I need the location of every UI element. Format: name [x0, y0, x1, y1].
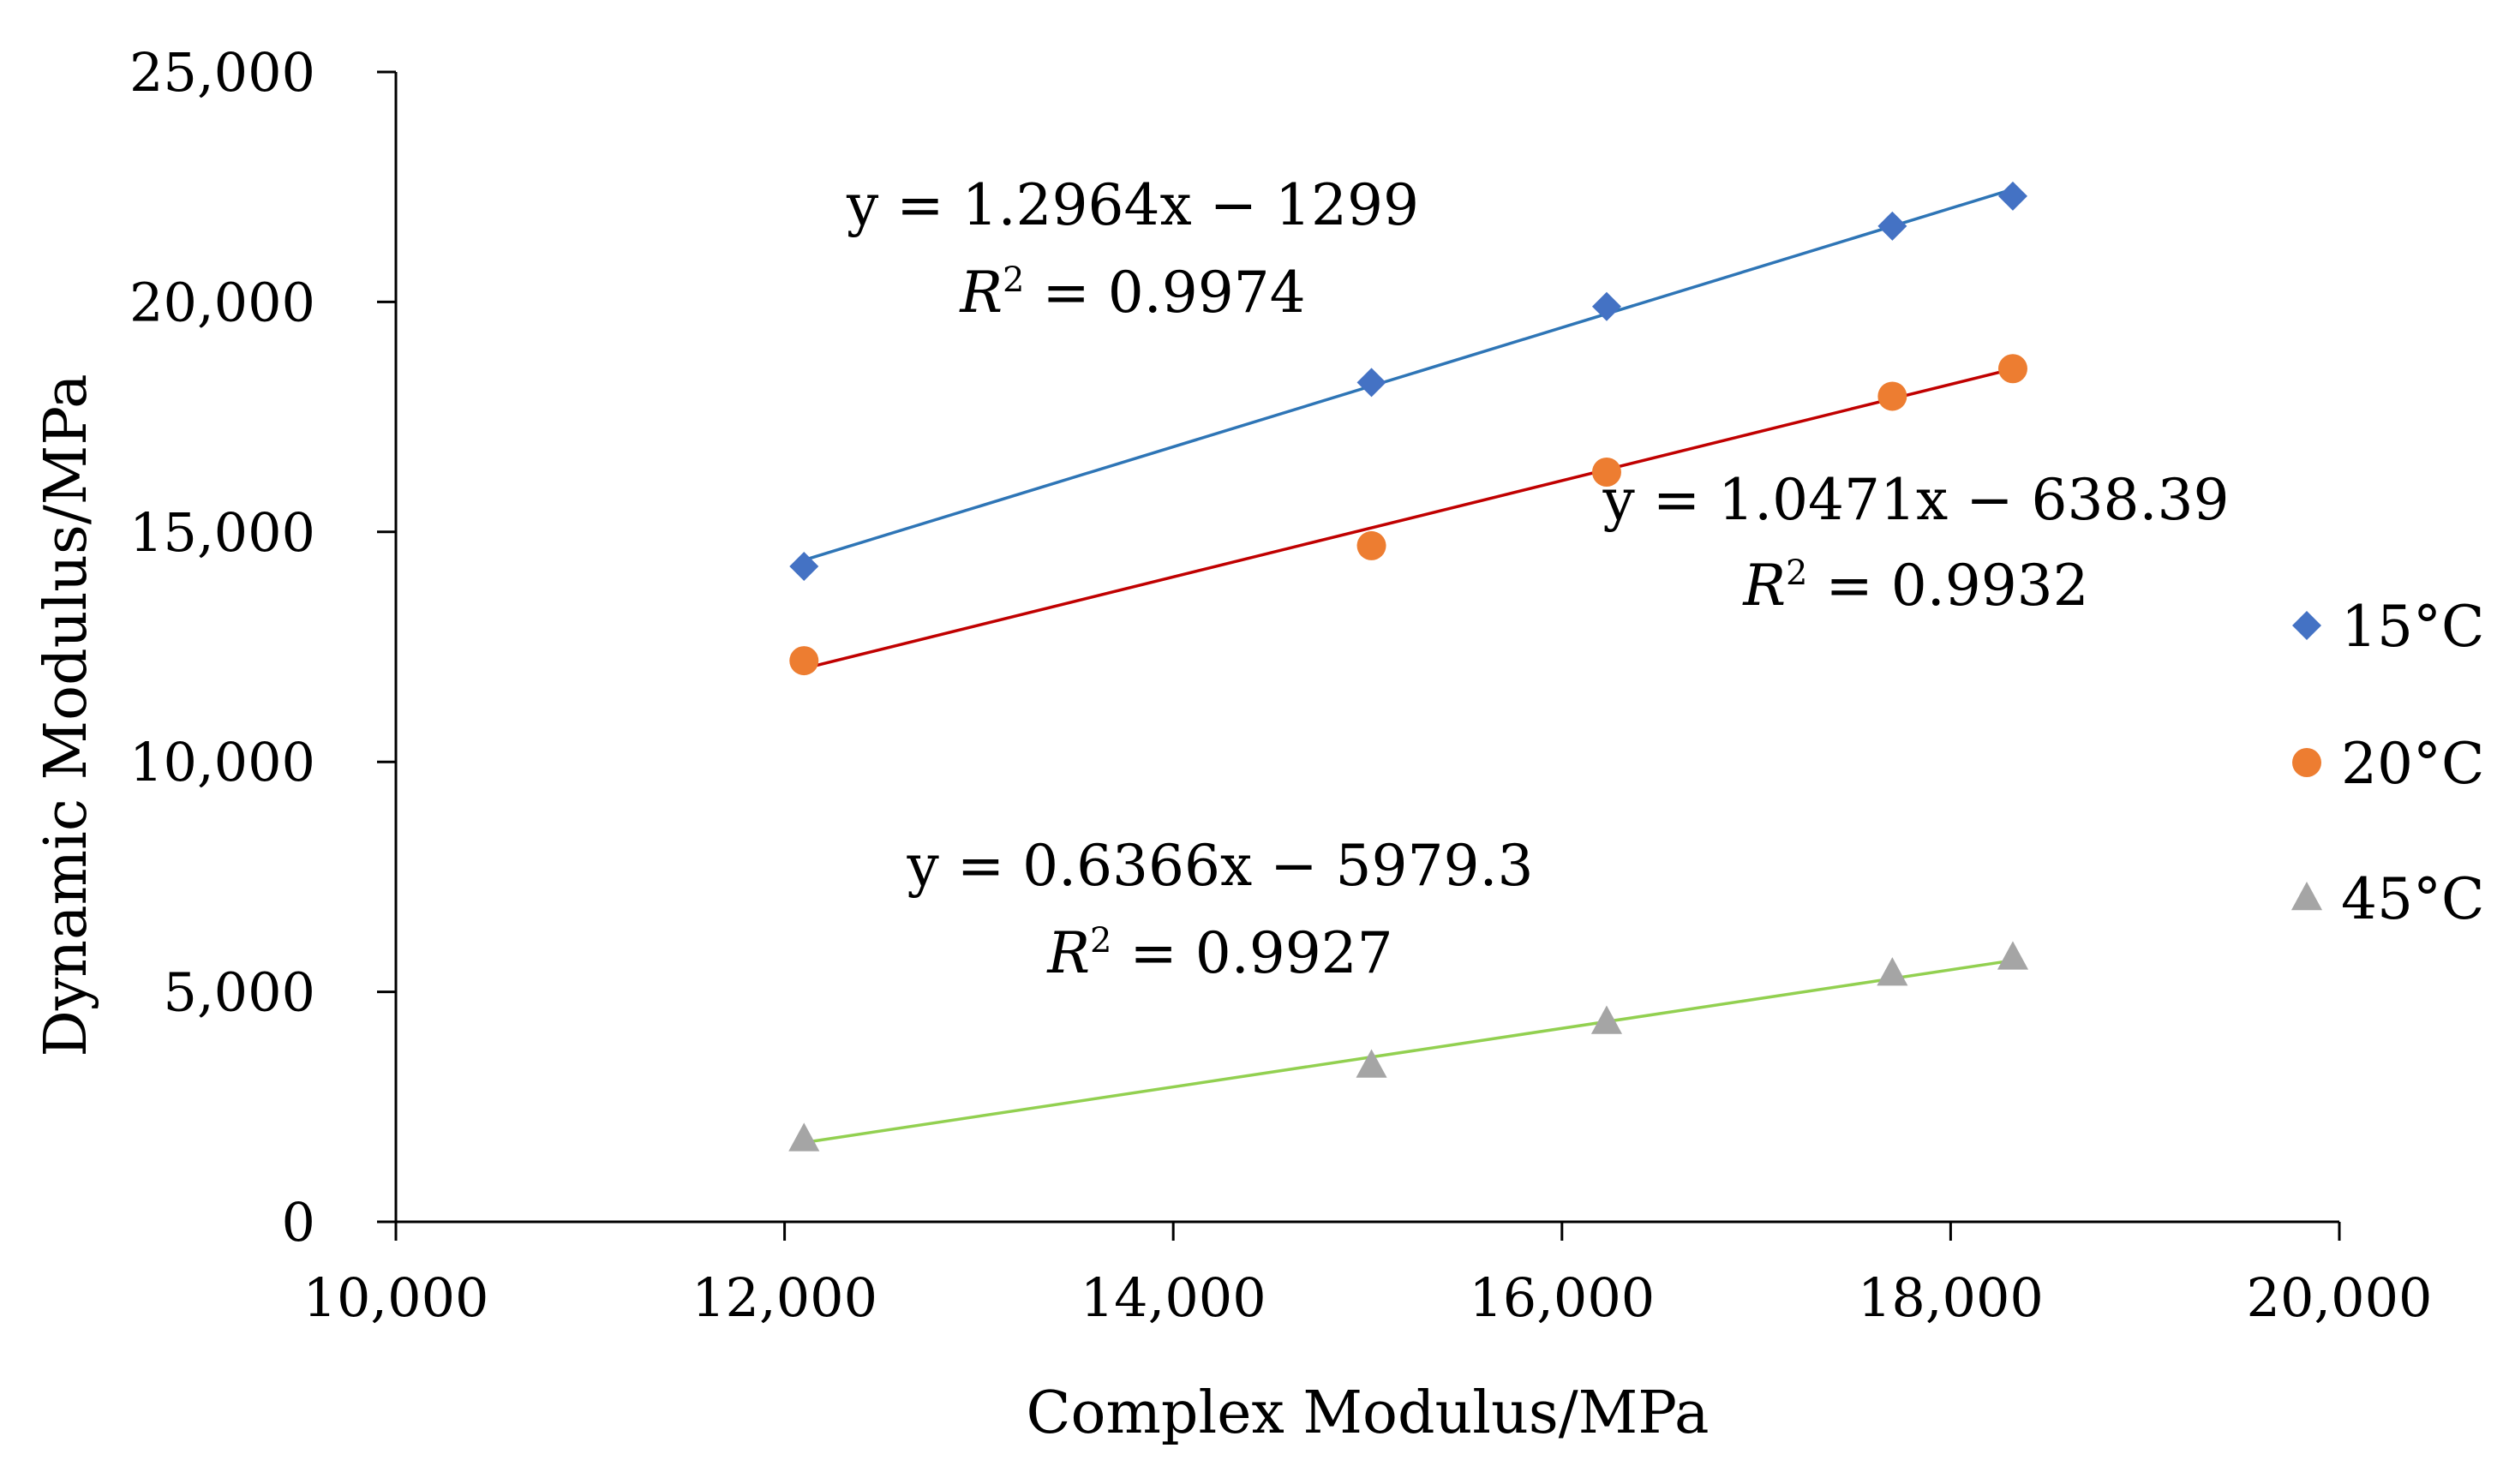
legend-label: 45°C — [2341, 866, 2484, 932]
data-point-triangle — [1877, 957, 1908, 986]
x-tick-label: 18,000 — [1858, 1266, 2044, 1329]
data-point-diamond — [1356, 368, 1386, 398]
legend-label: 20°C — [2341, 731, 2484, 797]
trendline-equation: y = 1.2964x − 1299 — [846, 172, 1419, 238]
data-points — [788, 181, 2029, 1152]
legend-marker-circle — [2292, 748, 2321, 777]
y-tick-label: 5,000 — [164, 961, 316, 1024]
trendline-triangle — [804, 959, 2014, 1145]
data-point-triangle — [1997, 941, 2029, 970]
trendline-circle — [803, 367, 2014, 670]
data-point-circle — [1877, 381, 1907, 411]
trendline-equation: y = 0.6366x − 5979.3 — [907, 833, 1534, 899]
data-point-triangle — [788, 1122, 820, 1152]
legend-label: 15°C — [2341, 594, 2484, 660]
data-point-circle — [1591, 458, 1621, 488]
data-point-diamond — [1997, 181, 2027, 211]
data-point-circle — [789, 646, 819, 676]
r-squared-label: R2 = 0.9927 — [1046, 920, 1392, 986]
data-point-circle — [1997, 354, 2027, 384]
x-tick-label: 16,000 — [1469, 1266, 1655, 1329]
y-tick-label: 0 — [282, 1191, 315, 1254]
data-point-diamond — [1591, 291, 1621, 321]
legend-marker-triangle — [2290, 882, 2323, 911]
data-point-triangle — [1356, 1049, 1387, 1078]
y-tick-label: 25,000 — [129, 41, 315, 104]
x-tick-label: 10,000 — [303, 1266, 489, 1329]
x-tick-label: 20,000 — [2247, 1266, 2433, 1329]
data-point-diamond — [1877, 211, 1907, 241]
r-squared-label: R2 = 0.9932 — [1742, 553, 2088, 619]
y-tick-label: 20,000 — [129, 271, 315, 333]
trendlines — [803, 188, 2014, 1145]
r-squared-label: R2 = 0.9974 — [959, 260, 1305, 326]
data-point-triangle — [1590, 1005, 1623, 1034]
trendline-equation: y = 1.0471x − 638.39 — [1602, 467, 2230, 533]
trendline-diamond — [803, 188, 2014, 562]
trendline-equations: y = 1.2964x − 1299 R2 = 0.9974 y = 1.0471x… — [846, 172, 2229, 986]
x-tick-label: 14,000 — [1081, 1266, 1266, 1329]
axes: 0 5,000 10,000 15,000 20,000 25,000 10,000 12,0… — [33, 41, 2432, 1447]
x-axis-title: Complex Modulus/MPa — [1026, 1379, 1709, 1447]
y-tick-label: 15,000 — [129, 501, 315, 564]
legend-marker-diamond — [2292, 611, 2321, 640]
y-tick-label: 10,000 — [129, 731, 315, 793]
data-point-circle — [1356, 530, 1386, 560]
legend: 15°C 20°C 45°C — [2290, 594, 2484, 932]
data-point-diamond — [789, 552, 819, 582]
x-tick-label: 12,000 — [692, 1266, 877, 1329]
y-axis-title: Dynamic Modulus/MPa — [33, 374, 100, 1056]
